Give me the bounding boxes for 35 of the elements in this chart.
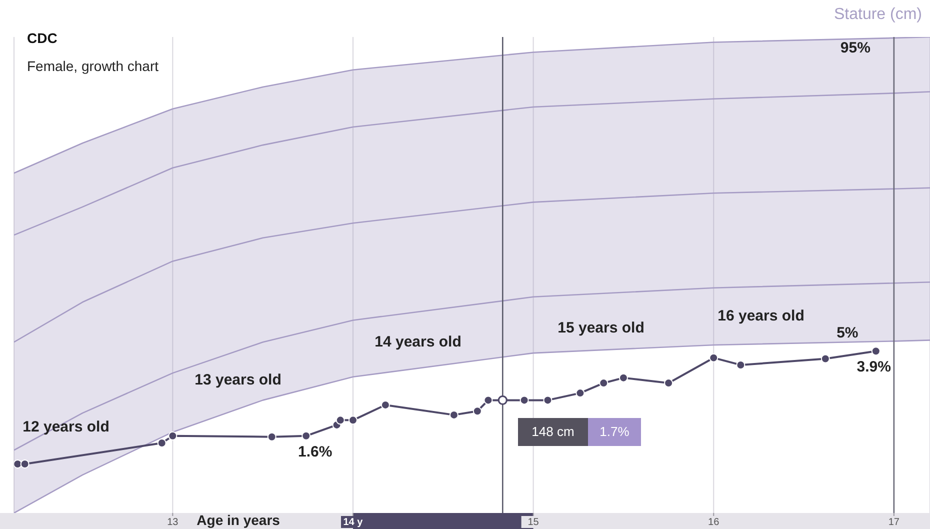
point [543, 396, 552, 405]
point [267, 432, 276, 442]
annotation: 148 cm [518, 418, 588, 446]
annotation: 1.7% [588, 418, 641, 446]
point [484, 396, 493, 405]
annotation: 14 years old [374, 334, 462, 350]
chart-title: CDC [27, 30, 58, 46]
point [302, 431, 311, 440]
x-tick-label: 13 [167, 517, 179, 528]
annotation: 13 years old [194, 372, 282, 388]
point [820, 354, 830, 364]
point [709, 353, 718, 362]
y-axis-title: Stature (cm) [832, 6, 924, 24]
x-axis-title: Age in years [196, 512, 280, 529]
annotation: 1.6% [298, 443, 332, 460]
point [618, 373, 628, 382]
point [336, 416, 345, 425]
annotation: 95% [840, 39, 870, 56]
x-tick-label: 17 [888, 517, 900, 528]
point [498, 395, 508, 405]
point [472, 406, 482, 416]
annotation: 3.9% [856, 358, 891, 376]
point [871, 346, 880, 356]
annotation: 5% [836, 324, 858, 342]
point [20, 459, 30, 468]
x-tick-label: 14 y [343, 517, 364, 528]
x-tick-label: 16 [708, 517, 720, 528]
annotation: 12 years old [22, 418, 110, 436]
point [520, 396, 529, 405]
point [348, 416, 358, 425]
x-tick-label: 15 [528, 517, 540, 528]
annotation: 15 years old [558, 320, 644, 336]
text: Female, growth chart [27, 58, 158, 74]
annotation: 16 years old [718, 308, 804, 324]
point [168, 431, 178, 440]
